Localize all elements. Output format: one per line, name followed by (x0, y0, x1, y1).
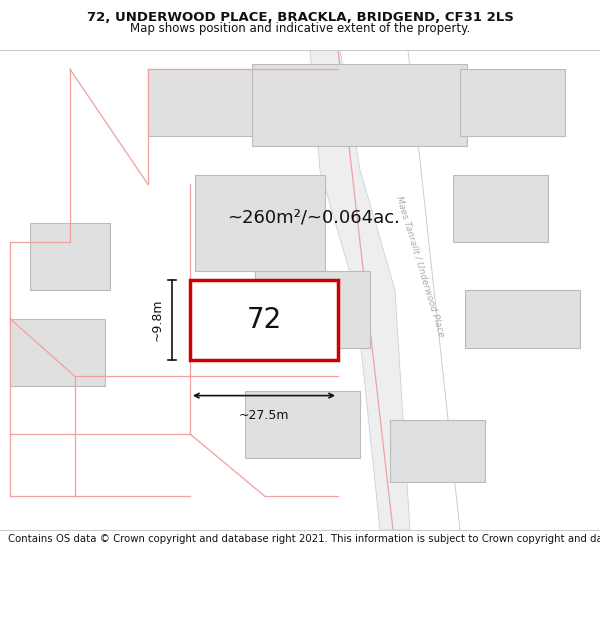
Bar (190, 281, 338, 359)
Bar (255, 271, 370, 348)
Bar (465, 290, 580, 348)
Text: ~27.5m: ~27.5m (239, 409, 289, 422)
Text: 72, UNDERWOOD PLACE, BRACKLA, BRIDGEND, CF31 2LS: 72, UNDERWOOD PLACE, BRACKLA, BRIDGEND, … (86, 11, 514, 24)
Bar (195, 175, 325, 271)
Text: ~260m²/~0.064ac.: ~260m²/~0.064ac. (227, 209, 400, 227)
Bar (252, 64, 467, 146)
Bar (453, 175, 548, 242)
Text: 72: 72 (247, 306, 281, 334)
Bar (148, 69, 323, 136)
Bar (245, 391, 360, 458)
Bar (460, 69, 565, 136)
Text: Maes Tanrallt / Underwood Place: Maes Tanrallt / Underwood Place (394, 194, 446, 338)
Bar (390, 419, 485, 482)
Text: Map shows position and indicative extent of the property.: Map shows position and indicative extent… (130, 22, 470, 35)
Polygon shape (310, 50, 410, 530)
Text: Contains OS data © Crown copyright and database right 2021. This information is : Contains OS data © Crown copyright and d… (8, 534, 600, 544)
Bar (10, 319, 105, 386)
Bar (30, 222, 110, 290)
Text: ~9.8m: ~9.8m (151, 299, 164, 341)
